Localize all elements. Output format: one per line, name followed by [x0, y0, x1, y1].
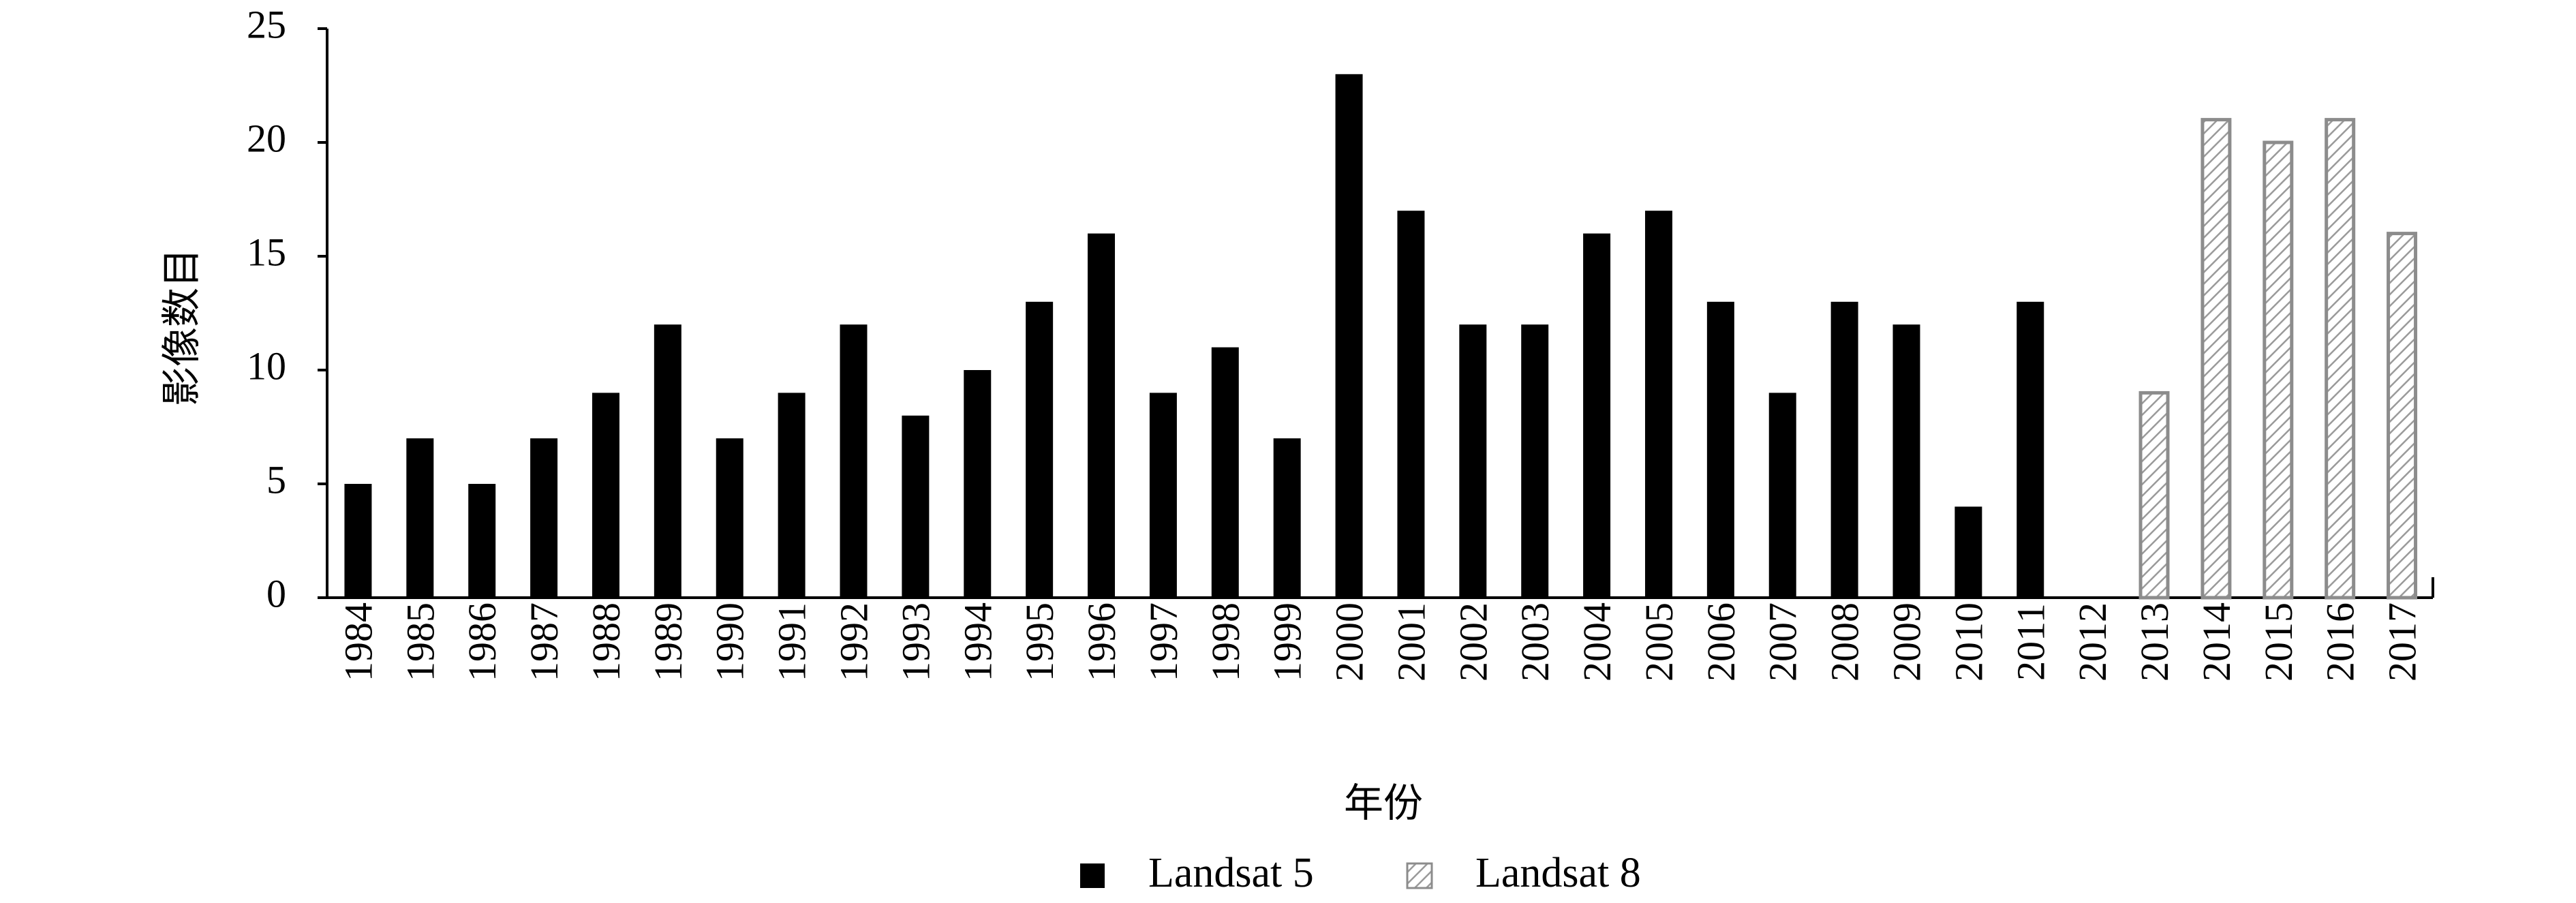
x-tick-label: 2016	[2318, 602, 2363, 682]
bar-2013	[2138, 391, 2170, 600]
bar-1986	[468, 484, 496, 598]
x-tick-label: 2006	[1699, 602, 1743, 682]
x-tick-label: 2014	[2194, 602, 2239, 682]
x-tick-label: 2017	[2380, 602, 2425, 682]
x-tick-label: 2012	[2070, 602, 2115, 682]
bar-1993	[902, 415, 930, 598]
x-tick-label: 2013	[2132, 602, 2177, 682]
y-axis-title: 影像数目	[158, 248, 204, 406]
bar-2015	[2263, 140, 2294, 600]
legend-label-2: Landsat 8	[1475, 850, 1641, 896]
y-tick-label: 20	[247, 116, 286, 160]
bar-2006	[1706, 301, 1734, 598]
bar-1988	[592, 393, 619, 598]
x-tick-label: 1988	[584, 602, 628, 682]
bar-2016	[2325, 118, 2356, 600]
x-tick-label: 2015	[2256, 602, 2301, 682]
x-tick-label: 2010	[1946, 602, 1991, 682]
bar-2001	[1397, 211, 1425, 598]
x-tick-label: 2000	[1328, 602, 1372, 682]
bar-1989	[654, 324, 681, 598]
legend-label-1: Landsat 5	[1148, 850, 1314, 896]
x-tick-label: 2002	[1451, 602, 1495, 682]
y-tick-label: 5	[266, 457, 286, 502]
bar-1996	[1088, 233, 1116, 598]
x-axis-title: 年份	[1344, 780, 1423, 826]
bar-1987	[530, 438, 558, 598]
x-tick-label: 2011	[2008, 603, 2053, 681]
x-tick-label: 1987	[522, 602, 566, 682]
bar-1995	[1026, 301, 1054, 598]
x-tick-label: 1998	[1203, 602, 1248, 682]
y-tick-label: 15	[247, 230, 286, 274]
y-tick-label: 0	[266, 571, 286, 615]
bar-2017	[2387, 232, 2418, 600]
bar-2008	[1830, 301, 1858, 598]
legend: Landsat 5 Landsat 8	[1080, 850, 1641, 896]
x-tick-label: 2009	[1885, 602, 1929, 682]
bar-2000	[1335, 74, 1363, 598]
x-tick-label: 1985	[398, 602, 442, 682]
x-tick-label: 2001	[1389, 602, 1433, 682]
bar-2010	[1954, 506, 1982, 598]
x-tick-label: 2007	[1761, 602, 1805, 682]
y-tick-label: 10	[247, 343, 286, 388]
bar-1998	[1211, 347, 1239, 598]
bar-1985	[406, 438, 434, 598]
x-tick-label: 1984	[336, 602, 380, 682]
bar-1994	[964, 370, 992, 598]
y-tick-label: 25	[247, 2, 286, 46]
x-tick-label: 1992	[832, 602, 876, 682]
x-tick-label: 2004	[1575, 602, 1619, 682]
bar-1984	[344, 484, 372, 598]
bar-1992	[840, 324, 868, 598]
legend-swatch-2	[1406, 862, 1433, 889]
bar-1997	[1149, 393, 1177, 598]
x-tick-label: 1996	[1079, 602, 1124, 682]
x-tick-label: 1999	[1266, 602, 1310, 682]
x-tick-label: 1995	[1017, 602, 1062, 682]
x-tick-label: 1986	[460, 602, 504, 682]
bar-1991	[778, 393, 806, 598]
bar-2002	[1459, 324, 1487, 598]
bar-2007	[1768, 393, 1796, 598]
x-tick-label: 1989	[646, 602, 690, 682]
x-axis: 1984 1985 1986 1987 1988 1989 1990 1991 1992 1993…	[327, 577, 2434, 682]
bar-2003	[1521, 324, 1549, 598]
bar-1999	[1273, 438, 1301, 598]
x-tick-label: 1994	[955, 602, 1000, 682]
bar-2004	[1583, 233, 1611, 598]
x-tick-label: 2008	[1823, 602, 1867, 682]
x-tick-label: 1993	[893, 602, 938, 682]
bar-2005	[1644, 211, 1672, 598]
x-tick-label: 1990	[708, 602, 752, 682]
bar-2014	[2201, 118, 2232, 600]
bars	[344, 74, 2418, 600]
x-tick-label: 1997	[1141, 602, 1186, 682]
x-tick-label: 2005	[1637, 602, 1681, 682]
bar-1990	[716, 438, 743, 598]
x-tick-label: 1991	[770, 602, 814, 682]
legend-swatch-1	[1080, 863, 1105, 888]
y-axis: 0 5 10 15 20 25	[247, 2, 328, 615]
bar-2011	[2017, 301, 2044, 598]
bar-2009	[1892, 324, 1920, 598]
x-tick-label: 2003	[1513, 602, 1557, 682]
